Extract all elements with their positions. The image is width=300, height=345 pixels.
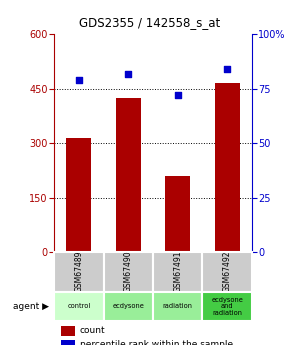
- Point: [225, 67, 230, 72]
- Bar: [54, 252, 104, 292]
- Text: count: count: [80, 326, 105, 335]
- Text: GSM67492: GSM67492: [223, 250, 232, 292]
- Text: agent ▶: agent ▶: [14, 302, 50, 311]
- Bar: [61, 340, 76, 345]
- Bar: [153, 292, 202, 321]
- Bar: [153, 252, 202, 292]
- Text: GSM67490: GSM67490: [124, 250, 133, 292]
- Bar: [61, 326, 76, 336]
- Text: GSM67489: GSM67489: [74, 250, 83, 292]
- Bar: [215, 83, 240, 252]
- Bar: [66, 138, 91, 252]
- Text: GDS2355 / 142558_s_at: GDS2355 / 142558_s_at: [80, 16, 220, 29]
- Bar: [103, 252, 153, 292]
- Bar: [165, 176, 190, 252]
- Bar: [103, 292, 153, 321]
- Bar: [54, 292, 104, 321]
- Text: percentile rank within the sample: percentile rank within the sample: [80, 340, 232, 345]
- Point: [76, 77, 81, 83]
- Text: ecdysone: ecdysone: [112, 303, 144, 309]
- Text: ecdysone
and
radiation: ecdysone and radiation: [211, 297, 243, 316]
- Point: [175, 92, 180, 98]
- Bar: [202, 292, 252, 321]
- Bar: [202, 252, 252, 292]
- Bar: [116, 98, 141, 252]
- Text: radiation: radiation: [163, 303, 193, 309]
- Text: control: control: [67, 303, 90, 309]
- Point: [126, 71, 131, 76]
- Text: GSM67491: GSM67491: [173, 250, 182, 292]
